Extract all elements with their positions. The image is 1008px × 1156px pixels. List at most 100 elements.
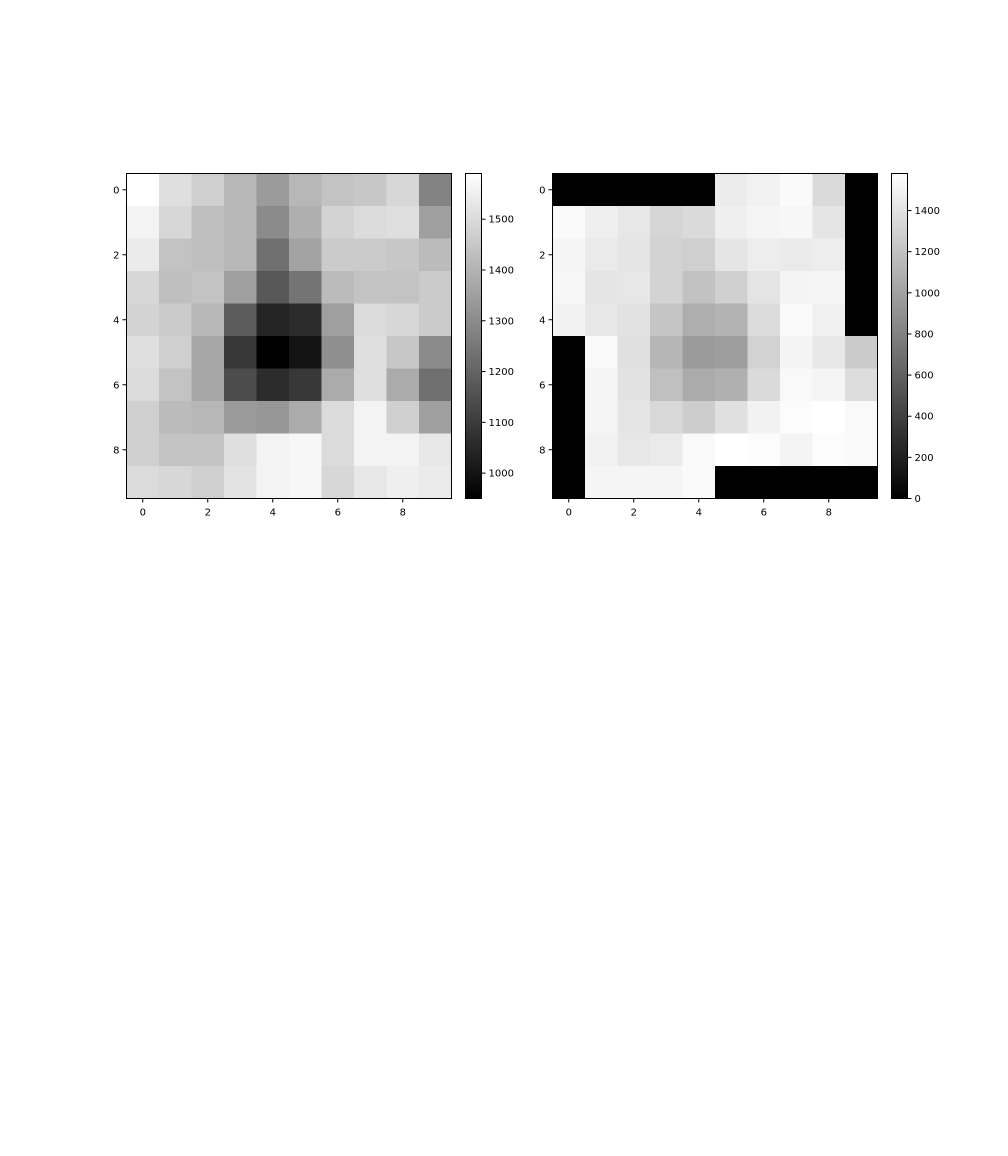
heatmap-cell — [715, 336, 748, 369]
y-tick-label: 4 — [113, 315, 119, 326]
heatmap-cell — [419, 173, 452, 207]
heatmap-cell — [354, 401, 387, 434]
heatmap-cell — [715, 206, 748, 239]
heatmap-panel-1: 0 2 4 6 8 0 2 4 6 8 1000 1100 1200 1300 1400 1500 — [113, 173, 514, 519]
heatmap-cell — [682, 206, 716, 239]
x-tick-label: 4 — [696, 508, 702, 519]
heatmap-cell — [780, 303, 813, 337]
heatmap-cell — [552, 238, 586, 272]
heatmap-cell — [617, 401, 651, 434]
heatmap-cell — [159, 238, 192, 272]
y-tick-label: 0 — [113, 185, 119, 196]
heatmap-cell — [386, 433, 420, 467]
heatmap-cell — [845, 303, 878, 337]
heatmap-cell — [747, 271, 781, 304]
heatmap-cell — [321, 173, 355, 207]
heatmap-cell — [585, 238, 618, 272]
heatmap-cell — [256, 206, 290, 239]
heatmap-cell — [159, 368, 192, 402]
heatmap-cell — [682, 401, 716, 434]
heatmap-cell — [354, 173, 387, 207]
heatmap-cell — [386, 173, 420, 207]
heatmap-cell — [715, 173, 748, 207]
heatmap-cell — [715, 303, 748, 337]
y-tick-label: 8 — [539, 445, 545, 456]
heatmap-cell — [321, 433, 355, 467]
heatmap-cell — [256, 173, 290, 207]
y-tick-label: 0 — [539, 185, 545, 196]
heatmap-cell — [224, 368, 257, 402]
heatmap-cell — [191, 271, 225, 304]
heatmap-panel-2: 0 2 4 6 8 0 2 4 6 8 0 200 400 600 800 1000 1200 1400 — [539, 173, 940, 519]
heatmap-cell — [617, 336, 651, 369]
heatmap-cell — [159, 433, 192, 467]
colorbar-tick-label: 1400 — [915, 206, 940, 217]
heatmap-cell — [224, 401, 257, 434]
heatmap-cell — [224, 173, 257, 207]
colorbar-frame — [465, 173, 482, 499]
heatmap-cell — [552, 336, 586, 369]
colorbar-tick-label: 1300 — [489, 316, 514, 327]
colorbar-frame — [891, 173, 908, 499]
heatmap-cell — [126, 336, 160, 369]
heatmap-cell — [354, 368, 387, 402]
heatmap-cell — [812, 206, 846, 239]
heatmap-cell — [191, 206, 225, 239]
heatmap-cell — [224, 238, 257, 272]
heatmap-cell — [224, 206, 257, 239]
heatmap-cell — [256, 271, 290, 304]
colorbar-tick-label: 400 — [915, 412, 934, 423]
y-tick-label: 2 — [539, 250, 545, 261]
heatmap-cell — [289, 303, 322, 337]
heatmap-cell — [321, 238, 355, 272]
y-tick-label: 4 — [539, 315, 545, 326]
heatmap-cell — [585, 336, 618, 369]
heatmap-cell — [126, 238, 160, 272]
heatmap-cell — [617, 368, 651, 402]
heatmap-cell — [191, 401, 225, 434]
heatmap-cell — [552, 466, 586, 499]
heatmap-cell — [552, 433, 586, 467]
heatmap-cell — [224, 336, 257, 369]
x-tick-label: 8 — [400, 508, 406, 519]
heatmap-cell — [617, 206, 651, 239]
heatmap-cell — [552, 368, 586, 402]
heatmap-cell — [780, 336, 813, 369]
heatmap-cell — [780, 433, 813, 467]
x-tick-label: 6 — [761, 508, 767, 519]
heatmap-cell — [159, 303, 192, 337]
heatmap-cell — [845, 433, 878, 467]
heatmap-cell — [617, 466, 651, 499]
heatmap-cell — [354, 433, 387, 467]
heatmap-cell — [159, 466, 192, 499]
heatmap-cell — [126, 433, 160, 467]
heatmap-cell — [386, 368, 420, 402]
heatmap-cell — [650, 206, 683, 239]
heatmap-cell — [256, 401, 290, 434]
heatmap-cell — [419, 466, 452, 499]
heatmap-cell — [159, 271, 192, 304]
colorbar — [465, 173, 482, 499]
heatmap-cell — [289, 466, 322, 499]
heatmap-cell — [289, 401, 322, 434]
heatmap-cell — [780, 271, 813, 304]
heatmap-cell — [617, 303, 651, 337]
heatmap-cell — [682, 336, 716, 369]
heatmap-cell — [585, 466, 618, 499]
heatmap-cell — [650, 336, 683, 369]
heatmap-cell — [845, 206, 878, 239]
heatmap-cell — [256, 466, 290, 499]
colorbar-tick-label: 1000 — [489, 469, 514, 480]
heatmap-cell — [747, 466, 781, 499]
heatmap-cell — [419, 271, 452, 304]
heatmap-cell — [617, 238, 651, 272]
heatmap-cell — [419, 401, 452, 434]
heatmap-cell — [780, 466, 813, 499]
heatmap-cell — [585, 368, 618, 402]
heatmap-cell — [812, 401, 846, 434]
heatmap-cell — [845, 401, 878, 434]
heatmap-cell — [191, 466, 225, 499]
heatmap-cell — [256, 303, 290, 337]
